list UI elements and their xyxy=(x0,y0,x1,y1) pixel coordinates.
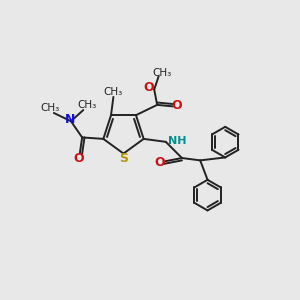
Text: S: S xyxy=(119,152,128,165)
Text: O: O xyxy=(154,156,165,169)
Text: CH₃: CH₃ xyxy=(152,68,171,78)
Text: NH: NH xyxy=(168,136,187,146)
Text: O: O xyxy=(171,99,181,112)
Text: N: N xyxy=(65,113,76,126)
Text: CH₃: CH₃ xyxy=(41,103,60,113)
Text: CH₃: CH₃ xyxy=(104,87,123,97)
Text: O: O xyxy=(73,152,84,165)
Text: O: O xyxy=(144,81,154,94)
Text: CH₃: CH₃ xyxy=(77,100,97,110)
